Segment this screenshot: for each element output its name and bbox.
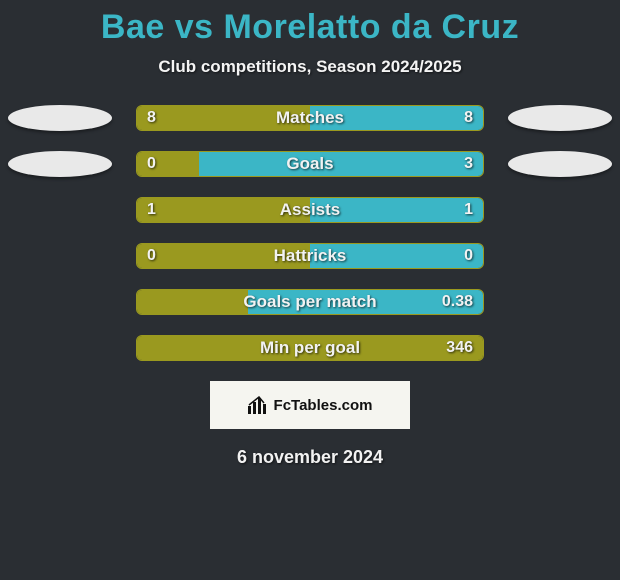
source-badge: FcTables.com <box>210 381 410 429</box>
bar-fill-left <box>137 290 248 314</box>
stat-bar: 1 1 Assists <box>136 197 484 223</box>
player-oval-left <box>8 151 112 177</box>
stat-row: 0 0 Hattricks <box>0 243 620 269</box>
stat-value-right: 8 <box>464 109 473 127</box>
bar-fill-right <box>199 152 483 176</box>
stat-label: Matches <box>276 108 344 128</box>
stat-value-left: 8 <box>147 109 156 127</box>
stat-value-right: 0.38 <box>442 293 473 311</box>
stat-bar: 0.38 Goals per match <box>136 289 484 315</box>
stat-value-right: 346 <box>446 339 473 357</box>
stat-row: 1 1 Assists <box>0 197 620 223</box>
stat-bar: 346 Min per goal <box>136 335 484 361</box>
stat-row: 0.38 Goals per match <box>0 289 620 315</box>
stat-bar: 0 3 Goals <box>136 151 484 177</box>
stat-bar: 8 8 Matches <box>136 105 484 131</box>
stat-value-left: 0 <box>147 155 156 173</box>
stat-row: 0 3 Goals <box>0 151 620 177</box>
stat-value-right: 3 <box>464 155 473 173</box>
page-subtitle: Club competitions, Season 2024/2025 <box>0 57 620 77</box>
player-oval-left <box>8 105 112 131</box>
barchart-icon <box>248 396 268 414</box>
stat-value-right: 1 <box>464 201 473 219</box>
stat-label: Goals per match <box>243 292 376 312</box>
stat-value-right: 0 <box>464 247 473 265</box>
player-oval-right <box>508 105 612 131</box>
stat-row: 8 8 Matches <box>0 105 620 131</box>
stat-label: Min per goal <box>260 338 360 358</box>
stat-value-left: 1 <box>147 201 156 219</box>
stat-label: Hattricks <box>274 246 347 266</box>
stat-row: 346 Min per goal <box>0 335 620 361</box>
stat-label: Goals <box>286 154 333 174</box>
stat-value-left: 0 <box>147 247 156 265</box>
date-label: 6 november 2024 <box>0 447 620 468</box>
page-title: Bae vs Morelatto da Cruz <box>0 8 620 47</box>
stat-label: Assists <box>280 200 340 220</box>
stat-bar: 0 0 Hattricks <box>136 243 484 269</box>
source-badge-label: FcTables.com <box>274 397 373 414</box>
stats-list: 8 8 Matches 0 3 Goals 1 1 Assists 0 0 Hattricks 0.38… <box>0 105 620 361</box>
player-oval-right <box>508 151 612 177</box>
